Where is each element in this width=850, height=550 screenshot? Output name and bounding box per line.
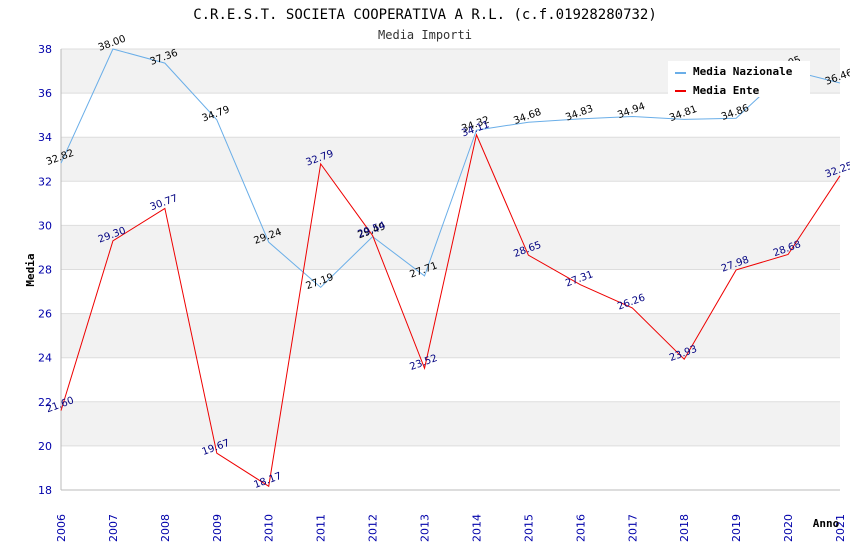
- band: [61, 313, 840, 358]
- axes: [60, 49, 840, 491]
- y-tick-label: 30: [38, 219, 52, 232]
- y-tick-label: 18: [38, 484, 52, 497]
- x-tick-label: 2008: [159, 514, 172, 542]
- y-tick-label: 28: [38, 264, 52, 277]
- x-tick-label: 2013: [419, 514, 432, 542]
- y-tick-label: 22: [38, 396, 52, 409]
- x-tick-label: 2015: [522, 514, 535, 542]
- y-tick-label: 20: [38, 440, 52, 453]
- x-tick-label: 2016: [574, 514, 587, 542]
- x-tick-label: 2012: [367, 514, 380, 542]
- band: [61, 445, 840, 490]
- y-axis-label: Media: [24, 253, 37, 286]
- y-tick-label: 34: [38, 131, 52, 144]
- y-tick-label: 26: [38, 308, 52, 321]
- band: [61, 137, 840, 182]
- x-tick-label: 2019: [730, 514, 743, 542]
- y-tick-label: 24: [38, 352, 52, 365]
- x-tick-label: 2017: [626, 514, 639, 542]
- legend-label-ente: Media Ente: [693, 84, 760, 97]
- chart-title: C.R.E.S.T. SOCIETA COOPERATIVA A R.L. (c…: [193, 7, 657, 23]
- band: [61, 93, 840, 138]
- x-tick-label: 2021: [834, 514, 847, 542]
- band: [61, 401, 840, 446]
- band: [61, 357, 840, 402]
- y-tick-label: 36: [38, 87, 52, 100]
- chart-subtitle: Media Importi: [378, 28, 472, 42]
- x-tick-label: 2009: [211, 514, 224, 542]
- x-tick-label: 2014: [470, 514, 483, 542]
- x-tick-label: 2006: [55, 514, 68, 542]
- y-tick-label: 32: [38, 175, 52, 188]
- legend-box: [668, 61, 810, 97]
- band: [61, 269, 840, 314]
- series-lines: [60, 48, 841, 488]
- x-tick-label: 2018: [678, 514, 691, 542]
- x-tick-label: 2007: [107, 514, 120, 542]
- x-tick-label: 2010: [263, 514, 276, 542]
- series-line-nazionale: [60, 48, 841, 289]
- tick-labels: 18 20 22 24 26 28 30 32 34 36 38 2006 2007 2008 2009 20…: [38, 43, 847, 542]
- y-tick-label: 38: [38, 43, 52, 56]
- legend: Media Nazionale Media Ente: [668, 61, 810, 97]
- series-line-ente: [60, 133, 841, 488]
- background-bands: [61, 49, 840, 490]
- x-tick-label: 2020: [782, 514, 795, 542]
- x-axis-label: Anno: [813, 517, 840, 530]
- legend-label-nazionale: Media Nazionale: [693, 65, 793, 78]
- band: [61, 225, 840, 270]
- x-tick-label: 2011: [315, 514, 328, 542]
